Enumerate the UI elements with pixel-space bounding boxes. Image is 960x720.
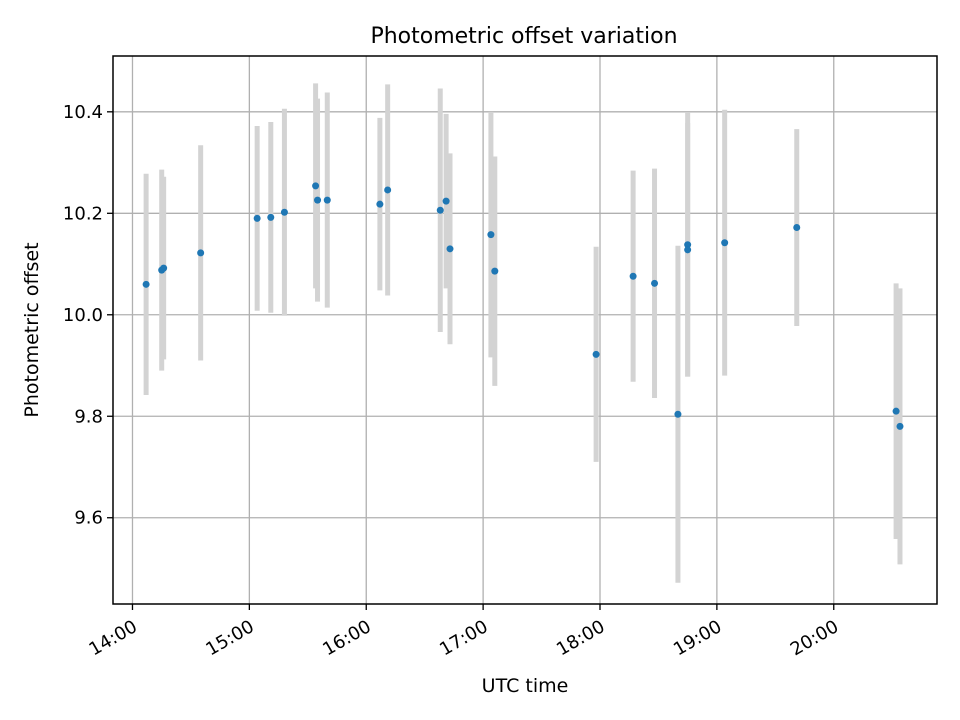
data-point [892, 407, 900, 415]
data-point [684, 241, 692, 249]
data-point [592, 350, 600, 358]
y-tick-label: 9.8 [74, 406, 103, 427]
data-point [896, 422, 904, 430]
x-tick-label: 15:00 [202, 616, 257, 660]
data-point [674, 410, 682, 418]
x-tick-label: 20:00 [787, 616, 842, 660]
data-point [442, 197, 450, 205]
data-point [629, 272, 637, 280]
y-axis-label: Photometric offset [21, 242, 43, 417]
data-point [684, 246, 692, 254]
data-point [446, 245, 454, 253]
data-point [376, 200, 384, 208]
errorbar-layer [143, 83, 903, 583]
data-point [267, 213, 275, 221]
x-tick-label: 14:00 [86, 616, 141, 660]
data-point [487, 231, 495, 239]
grid-layer [113, 56, 937, 604]
data-point [253, 214, 261, 222]
x-tick-label: 18:00 [553, 616, 608, 660]
y-tick-label: 10.0 [63, 305, 103, 326]
data-point [142, 280, 150, 288]
data-point [323, 196, 331, 204]
y-tick-label: 9.6 [74, 508, 103, 529]
data-point [312, 182, 320, 190]
data-point [491, 267, 499, 275]
x-tick-label: 16:00 [319, 616, 374, 660]
data-point [197, 249, 205, 257]
data-point [314, 196, 322, 204]
x-tick-label: 19:00 [670, 616, 725, 660]
data-point [793, 224, 801, 232]
chart-title: Photometric offset variation [370, 24, 677, 49]
data-point [280, 208, 288, 216]
data-point [651, 279, 659, 287]
data-point [384, 186, 392, 194]
x-tick-label: 17:00 [436, 616, 491, 660]
x-axis-label: UTC time [482, 675, 569, 697]
point-layer [142, 182, 904, 430]
data-point [160, 264, 168, 272]
data-point [436, 206, 444, 214]
data-point [721, 239, 729, 247]
plot-frame [112, 55, 938, 605]
y-tick-label: 10.2 [63, 203, 103, 224]
y-tick-label: 10.4 [63, 102, 103, 123]
